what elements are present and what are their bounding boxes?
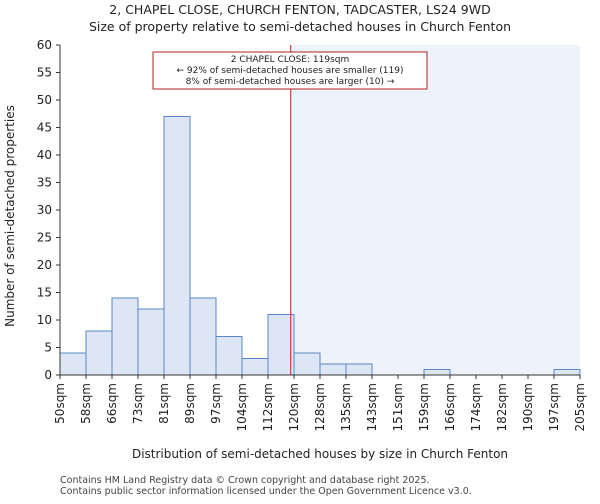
- y-tick-label: 50: [37, 93, 52, 107]
- y-tick-label: 20: [37, 258, 52, 272]
- footer-line-1: Contains HM Land Registry data © Crown c…: [60, 475, 430, 486]
- annotation-smaller: ← 92% of semi-detached houses are smalle…: [177, 66, 404, 76]
- bar: [137, 308, 165, 376]
- y-tick-label: 40: [37, 148, 52, 162]
- bar: [553, 369, 581, 376]
- footer-line-2: Contains public sector information licen…: [60, 486, 472, 497]
- x-tick-label: 159sqm: [417, 383, 431, 431]
- x-tick-label: 50sqm: [53, 383, 67, 424]
- x-tick-label: 182sqm: [495, 383, 509, 431]
- x-tick-label: 81sqm: [157, 383, 171, 424]
- y-tick-label: 15: [37, 286, 52, 300]
- x-tick-label: 143sqm: [365, 383, 379, 431]
- x-tick-label: 151sqm: [391, 383, 405, 431]
- chart-subtitle: Size of property relative to semi-detach…: [89, 19, 511, 34]
- x-tick-label: 135sqm: [339, 383, 353, 431]
- x-tick-label: 66sqm: [105, 383, 119, 424]
- y-tick-label: 10: [37, 313, 52, 327]
- bar: [267, 314, 295, 376]
- y-tick-label: 30: [37, 203, 52, 217]
- y-axis-label: Number of semi-detached properties: [3, 105, 17, 327]
- highlight-region: [290, 45, 580, 375]
- x-tick-label: 197sqm: [547, 383, 561, 431]
- x-tick-label: 166sqm: [443, 383, 457, 431]
- bar: [111, 297, 139, 376]
- x-tick-label: 104sqm: [235, 383, 249, 431]
- x-axis-label: Distribution of semi-detached houses by …: [132, 447, 508, 461]
- x-tick-label: 73sqm: [131, 383, 145, 424]
- x-tick-label: 112sqm: [261, 383, 275, 431]
- bar: [293, 352, 321, 376]
- bar: [163, 116, 191, 376]
- x-tick-label: 58sqm: [79, 383, 93, 424]
- bar: [241, 358, 269, 376]
- y-tick-label: 35: [37, 176, 52, 190]
- axes-group: 0 5 10 15 20 25 30 35 40 45 50 55 60 50sqm 58sqm 66sqm 7…: [37, 38, 587, 431]
- x-tick-label: 128sqm: [313, 383, 327, 431]
- annotation-box: 2 CHAPEL CLOSE: 119sqm ← 92% of semi-det…: [152, 51, 428, 90]
- y-tick-label: 25: [37, 231, 52, 245]
- annotation-larger: 8% of semi-detached houses are larger (1…: [186, 77, 395, 87]
- x-tick-label: 174sqm: [469, 383, 483, 431]
- bar: [189, 297, 217, 376]
- y-tick-label: 0: [44, 368, 52, 382]
- bar: [59, 352, 87, 376]
- bar: [345, 363, 373, 376]
- x-tick-label: 205sqm: [573, 383, 587, 431]
- y-tick-label: 55: [37, 66, 52, 80]
- bar: [423, 369, 451, 376]
- bar: [319, 363, 347, 376]
- bar: [85, 330, 113, 376]
- y-tick-label: 60: [37, 38, 52, 52]
- bars-group: [59, 116, 581, 376]
- annotation-title: 2 CHAPEL CLOSE: 119sqm: [231, 55, 350, 65]
- chart-title: 2, CHAPEL CLOSE, CHURCH FENTON, TADCASTE…: [109, 2, 490, 17]
- highlight-region-group: [290, 45, 580, 375]
- x-tick-label: 97sqm: [209, 383, 223, 424]
- y-tick-label: 45: [37, 121, 52, 135]
- x-tick-label: 120sqm: [287, 383, 301, 431]
- x-tick-label: 89sqm: [183, 383, 197, 424]
- annotation-box-border: [152, 51, 428, 90]
- x-tick-label: 190sqm: [521, 383, 535, 431]
- bar: [215, 336, 243, 376]
- y-tick-label: 5: [44, 341, 52, 355]
